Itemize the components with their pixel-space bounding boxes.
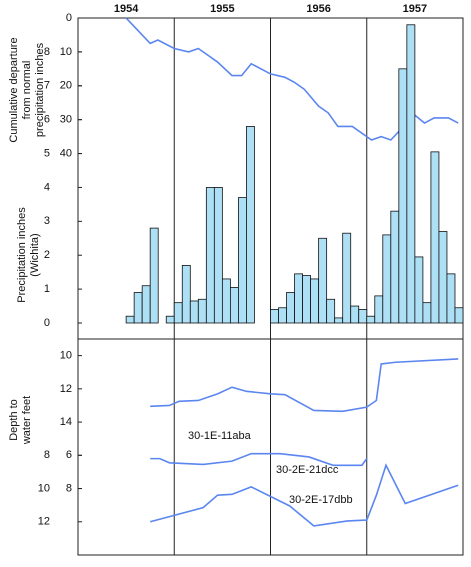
bar <box>197 298 207 324</box>
y-tick-label: 30 <box>60 114 72 126</box>
bar <box>422 302 432 324</box>
bar <box>310 278 320 324</box>
y-tick-label: 1 <box>44 283 50 295</box>
bar <box>205 187 215 324</box>
y-tick-label: 5 <box>44 147 50 159</box>
bar <box>278 307 287 324</box>
y-tick-label: 20 <box>60 80 72 92</box>
bar <box>390 210 400 324</box>
bar <box>382 234 392 324</box>
x-tick-label: 1955 <box>210 3 234 15</box>
bar <box>213 187 223 324</box>
line-series <box>150 452 368 467</box>
bar <box>374 295 384 324</box>
bar <box>366 315 376 324</box>
y-tick-label: 8 <box>66 482 72 494</box>
y-tick-label: 0 <box>44 317 50 329</box>
y-axis-title: Precipitation inches(Wichita) <box>16 207 41 303</box>
bar <box>149 227 159 324</box>
y-tick-label: 10 <box>60 46 72 58</box>
annotation: 30-2E-21dcc <box>276 464 339 476</box>
bar <box>398 68 408 324</box>
bar <box>229 287 239 324</box>
bar <box>221 278 231 324</box>
annotation: 30-1E-11aba <box>188 430 252 442</box>
bar <box>326 298 336 324</box>
bar <box>270 309 279 324</box>
bar <box>414 256 424 324</box>
x-tick-label: 1957 <box>403 3 427 15</box>
bar <box>286 292 295 324</box>
y-tick-label: 4 <box>44 181 50 193</box>
y-tick-label: 6 <box>66 449 72 461</box>
y-axis-title: Cumulative departurefrom normalprecipita… <box>8 37 46 142</box>
bar <box>350 305 360 324</box>
bar <box>438 231 448 324</box>
bar <box>181 264 191 324</box>
bar <box>358 309 368 324</box>
bar <box>173 302 183 324</box>
line-series <box>150 358 459 413</box>
x-tick-label: 1954 <box>114 3 139 15</box>
y-tick-label: 2 <box>44 249 50 261</box>
x-tick-label: 1956 <box>306 3 330 15</box>
bar <box>133 292 143 324</box>
bar <box>454 307 464 324</box>
y-tick-label: 10 <box>60 350 72 362</box>
bar <box>318 237 328 324</box>
y-tick-label: 0 <box>66 12 72 24</box>
line-series <box>149 463 459 527</box>
bar <box>446 273 456 324</box>
y-tick-label: 10 <box>38 482 50 494</box>
annotation: 30-2E-17dbb <box>289 494 353 506</box>
bar <box>238 197 247 324</box>
bar <box>165 315 175 324</box>
bar <box>342 232 352 324</box>
bar <box>125 315 135 324</box>
bar <box>302 275 312 324</box>
bar <box>246 126 255 324</box>
y-tick-label: 40 <box>60 147 72 159</box>
bar <box>334 317 344 324</box>
y-axis-title: Depth towater feet <box>8 396 33 445</box>
y-tick-label: 14 <box>60 416 72 428</box>
y-tick-label: 3 <box>44 215 50 227</box>
y-tick-label: 12 <box>38 516 50 528</box>
bar <box>141 285 151 324</box>
y-tick-label: 8 <box>44 449 50 461</box>
bar <box>294 273 303 324</box>
y-tick-label: 6 <box>44 114 50 126</box>
y-tick-label: 12 <box>60 383 72 395</box>
y-tick-label: 8 <box>44 46 50 58</box>
bar <box>406 24 416 324</box>
y-tick-label: 7 <box>44 80 50 92</box>
bar <box>430 151 440 324</box>
bar <box>189 300 199 324</box>
